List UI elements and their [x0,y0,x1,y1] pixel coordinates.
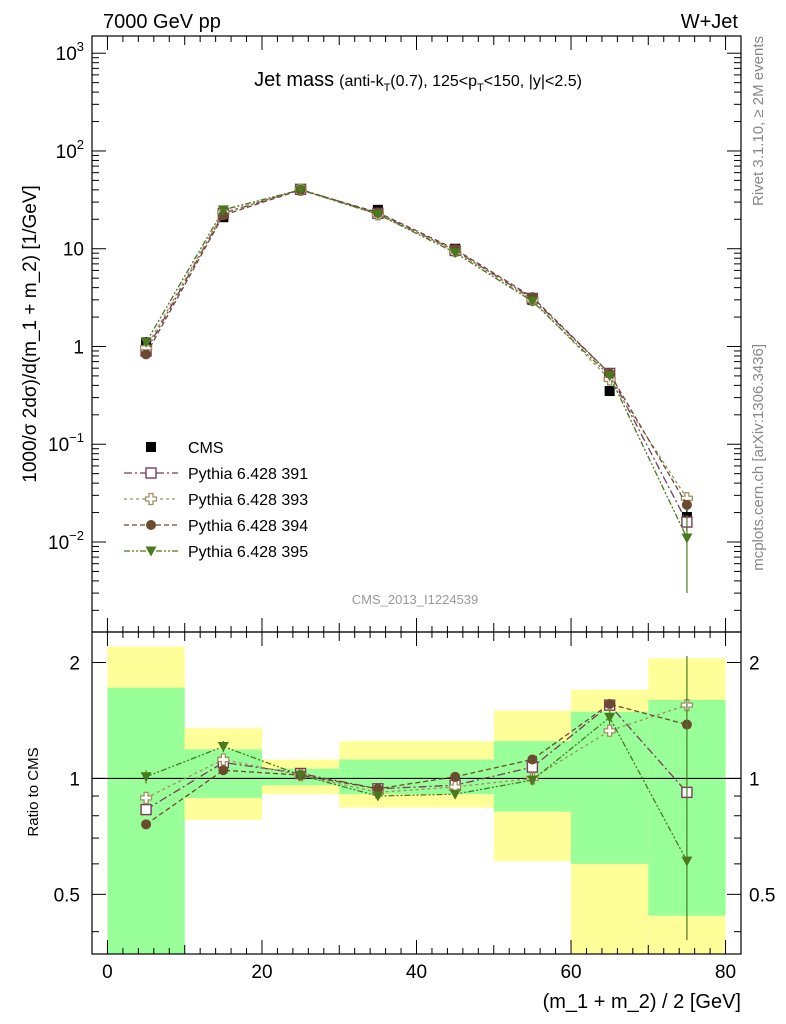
legend-label: Pythia 6.428 395 [188,544,308,561]
data-point [526,296,538,307]
title-main: Jet mass [254,69,334,91]
rivet-version-label: Rivet 3.1.10, ≥ 2M events [750,36,767,206]
ratio-axis-ticks: 2 2 1 1 0.5 0.5 0 20 40 60 80 [54,632,775,983]
data-point [681,856,693,867]
data-point [681,533,693,544]
header-right-label: W+Jet [681,11,739,33]
data-point [604,371,616,382]
data-point [295,770,307,781]
ratio-y-tick-label: 1 [69,769,80,790]
data-point [604,386,615,397]
series-line [145,189,688,506]
x-tick-label: 0 [102,962,113,983]
ratio-band-green [571,711,649,864]
x-axis-label: (m_1 + m_2) / 2 [GeV] [543,991,741,1013]
data-point [372,783,383,794]
main-plot-frame [91,35,742,633]
legend-marker [146,442,156,452]
x-tick-label: 20 [251,962,272,983]
header-left-label: 7000 GeV pp [103,11,221,33]
y-tick-label: 10−2 [48,528,84,554]
ratio-y-tick-label: 0.5 [54,885,80,906]
ratio-uncertainty-bands [107,646,726,954]
legend-marker [145,467,157,479]
legend-marker [145,546,157,557]
data-point [603,724,616,737]
ratio-y-tick-label-right: 2 [749,653,760,674]
main-series-pythia-6428-395 [140,185,693,594]
y-tick-label: 1 [73,337,84,358]
legend-item: Pythia 6.428 391 [124,466,308,483]
ratio-y-tick-label-right: 1 [749,769,760,790]
y-tick-label: 102 [56,137,84,163]
main-y-axis-label: 1000/σ 2dσ)/d(m_1 + m_2) [1/GeV] [20,185,41,483]
title-detail-3: <150, |y|<2.5) [484,73,582,90]
data-point [141,349,152,360]
legend: CMS Pythia 6.428 391 Pythia 6.428 393 Pythi… [124,440,308,561]
data-point [372,209,384,220]
ratio-y-tick-label-right: 0.5 [749,885,775,906]
legend-item: Pythia 6.428 394 [124,518,308,535]
legend-item: Pythia 6.428 393 [124,492,308,509]
data-point [604,712,616,723]
data-point [218,765,229,776]
title-detail-sub-1: T [384,82,391,94]
series-line [145,704,688,811]
data-point [449,789,461,800]
legend-marker [144,492,158,506]
data-point [604,699,615,710]
data-point [139,791,153,805]
ratio-y-tick-label: 2 [69,653,80,674]
mcplots-source-label: mcplots.cern.ch [arXiv:1306.3436] [750,344,767,571]
data-point [449,248,461,259]
data-point [217,742,229,753]
data-point [140,337,152,348]
x-tick-label: 60 [560,962,581,983]
data-point [681,499,692,510]
ratio-series-pythia-6428-395 [140,655,693,941]
data-point [140,803,152,816]
main-series-group [139,183,694,594]
ratio-y-axis-label: Ratio to CMS [25,747,42,836]
legend-item: Pythia 6.428 395 [124,544,308,561]
data-point [140,772,152,783]
data-point [295,185,307,196]
data-point [526,775,538,786]
legend-item: CMS [146,440,224,457]
series-line [145,716,688,862]
y-tick-label: 10 [63,240,84,261]
y-tick-label: 103 [56,39,84,65]
legend-label: Pythia 6.428 391 [188,466,308,483]
data-point [527,754,538,765]
y-tick-label: 10−1 [48,430,84,456]
data-point [141,819,152,830]
x-tick-label: 40 [406,962,427,983]
series-line [145,704,688,799]
main-title: Jet mass (anti-kT(0.7), 125<pT<150, |y|<2… [254,69,582,94]
ratio-series-group [139,655,694,941]
title-detail-1: (anti-k [339,73,384,90]
legend-label: Pythia 6.428 394 [188,518,308,535]
data-point [217,205,229,216]
series-line [145,703,688,825]
data-point [372,791,384,802]
data-point [217,753,230,766]
legend-label: CMS [188,440,224,457]
data-point [450,771,461,782]
legend-label: Pythia 6.428 393 [188,492,308,509]
title-detail-sub-2: T [477,82,484,94]
legend-marker [146,520,156,530]
analysis-id-watermark: CMS_2013_I1224539 [352,592,479,607]
series-line [145,189,688,539]
title-detail-2: (0.7), 125<p [390,73,477,90]
x-tick-label: 80 [715,962,736,983]
series-line [145,189,688,499]
